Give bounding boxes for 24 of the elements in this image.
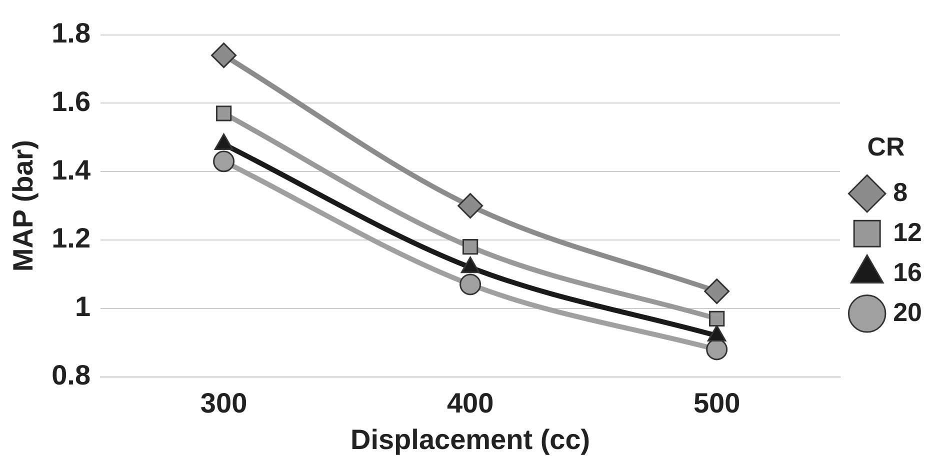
legend-label: 8 (893, 176, 908, 207)
y-tick-label: 1.2 (52, 222, 91, 254)
point (216, 106, 232, 122)
point (709, 310, 725, 326)
point (704, 278, 730, 304)
x-tick-label: 300 (200, 387, 248, 418)
legend-label: 16 (893, 256, 922, 287)
y-axis-title: MAP (bar) (8, 140, 39, 272)
point (213, 150, 235, 172)
x-axis-title: Displacement (cc) (350, 424, 590, 455)
y-tick-label: 1.8 (52, 18, 91, 49)
x-tick-label: 400 (446, 387, 494, 418)
legend-label: 20 (893, 296, 922, 327)
y-tick-label: 1.4 (52, 154, 91, 186)
point (211, 42, 237, 68)
point (462, 239, 478, 255)
x-tick-label: 500 (693, 387, 740, 418)
point (458, 193, 484, 219)
y-tick-label: 1 (74, 291, 91, 322)
point (460, 274, 482, 296)
legend-label: 12 (893, 216, 922, 247)
y-tick-label: 1.6 (52, 86, 91, 117)
legend-title: CR (867, 132, 906, 162)
y-tick-label: 0.8 (52, 360, 91, 391)
